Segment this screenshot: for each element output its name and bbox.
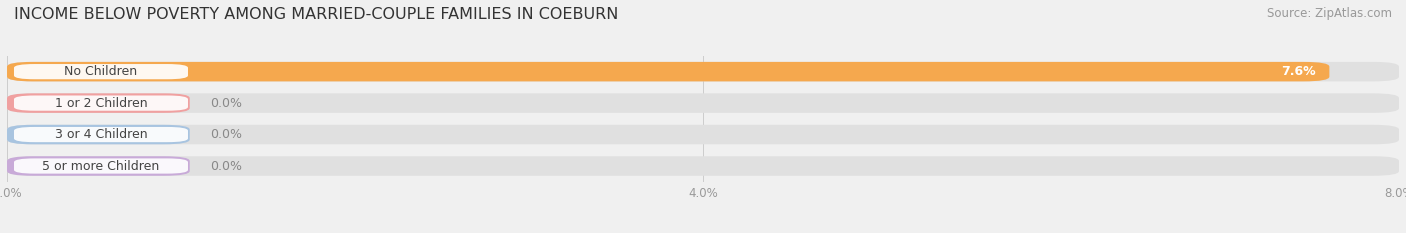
Text: 7.6%: 7.6% xyxy=(1281,65,1316,78)
Text: No Children: No Children xyxy=(65,65,138,78)
FancyBboxPatch shape xyxy=(7,93,190,113)
FancyBboxPatch shape xyxy=(14,127,188,142)
FancyBboxPatch shape xyxy=(7,156,190,176)
FancyBboxPatch shape xyxy=(7,93,1399,113)
Text: INCOME BELOW POVERTY AMONG MARRIED-COUPLE FAMILIES IN COEBURN: INCOME BELOW POVERTY AMONG MARRIED-COUPL… xyxy=(14,7,619,22)
FancyBboxPatch shape xyxy=(14,96,188,111)
FancyBboxPatch shape xyxy=(7,62,1399,81)
FancyBboxPatch shape xyxy=(7,125,1399,144)
Text: 3 or 4 Children: 3 or 4 Children xyxy=(55,128,148,141)
Text: Source: ZipAtlas.com: Source: ZipAtlas.com xyxy=(1267,7,1392,20)
Text: 0.0%: 0.0% xyxy=(211,160,243,172)
Text: 0.0%: 0.0% xyxy=(211,97,243,110)
FancyBboxPatch shape xyxy=(7,62,1330,81)
Text: 5 or more Children: 5 or more Children xyxy=(42,160,160,172)
FancyBboxPatch shape xyxy=(14,158,188,174)
FancyBboxPatch shape xyxy=(14,64,188,79)
Text: 1 or 2 Children: 1 or 2 Children xyxy=(55,97,148,110)
FancyBboxPatch shape xyxy=(7,125,190,144)
Text: 0.0%: 0.0% xyxy=(211,128,243,141)
FancyBboxPatch shape xyxy=(7,156,1399,176)
